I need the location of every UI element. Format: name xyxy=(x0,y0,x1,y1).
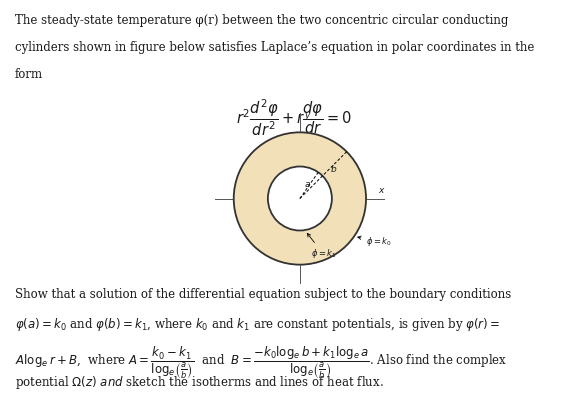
Text: cylinders shown in figure below satisfies Laplace’s equation in polar coordinate: cylinders shown in figure below satisfie… xyxy=(15,41,534,54)
Text: The steady-state temperature φ(r) between the two concentric circular conducting: The steady-state temperature φ(r) betwee… xyxy=(15,14,508,27)
Text: $\phi = k_1$: $\phi = k_1$ xyxy=(308,233,336,260)
Text: $b$: $b$ xyxy=(329,163,337,174)
Circle shape xyxy=(268,166,332,231)
Text: form: form xyxy=(15,68,43,81)
Text: $r^2\dfrac{d^2\varphi}{dr^2} + r\dfrac{d\varphi}{dr} = 0$: $r^2\dfrac{d^2\varphi}{dr^2} + r\dfrac{d… xyxy=(236,97,352,138)
Text: $a$: $a$ xyxy=(304,180,311,189)
Text: $\varphi(a) = k_0$ and $\varphi(b) = k_1$, where $k_0$ and $k_1$ are constant po: $\varphi(a) = k_0$ and $\varphi(b) = k_1… xyxy=(15,316,500,333)
Text: $A\log_e r + B$,  where $A = \dfrac{k_0-k_1}{\log_e\!\left(\frac{a}{b}\right)}$ : $A\log_e r + B$, where $A = \dfrac{k_0-k… xyxy=(15,345,507,381)
Text: $x$: $x$ xyxy=(378,186,386,195)
Text: potential $\Omega(z)$ $\mathit{and}$ sketch the isotherms and lines of heat flux: potential $\Omega(z)$ $\mathit{and}$ ske… xyxy=(15,374,383,391)
Text: $\phi = k_0$: $\phi = k_0$ xyxy=(358,235,392,248)
Text: $y$: $y$ xyxy=(304,111,312,122)
Text: Show that a solution of the differential equation subject to the boundary condit: Show that a solution of the differential… xyxy=(15,288,511,301)
Circle shape xyxy=(233,132,366,265)
